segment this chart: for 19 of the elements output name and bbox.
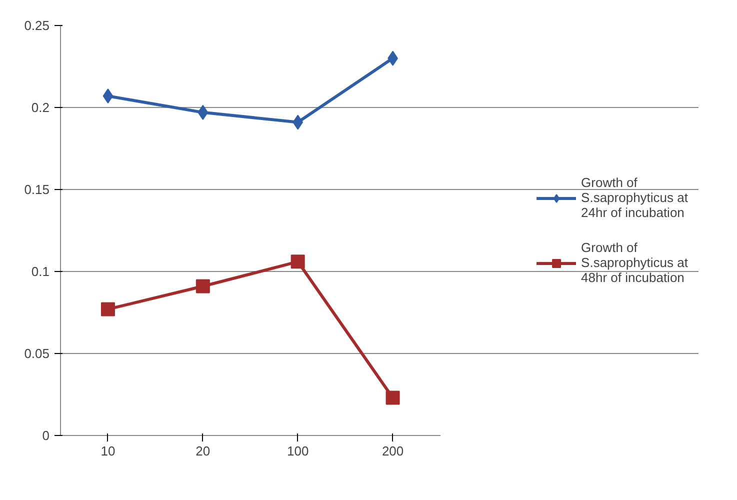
y-tick-label: 0.15 — [24, 182, 50, 197]
point — [198, 104, 208, 120]
point — [292, 114, 304, 130]
x-tick-label: 100 — [287, 444, 309, 458]
x-tick-label: 20 — [196, 444, 210, 458]
y-tick-label: 0.1 — [31, 264, 50, 279]
point — [290, 254, 305, 269]
x-tick-label: 10 — [100, 444, 116, 458]
y-tick-label: 0.05 — [24, 346, 50, 361]
point — [100, 302, 115, 316]
point — [102, 88, 114, 104]
x-tick-label: 200 — [382, 444, 404, 458]
legend-label: Growth of S.saprophyticus at 48hr of incubation — [581, 240, 688, 285]
y-tick-label: 0.25 — [24, 18, 50, 33]
legend-label: Growth of S.saprophyticus at 24hr of incubation — [581, 175, 688, 220]
point — [196, 279, 210, 294]
y-tick-label: 0 — [42, 428, 50, 443]
y-tick-label: 0.2 — [31, 100, 50, 115]
point — [386, 390, 400, 405]
